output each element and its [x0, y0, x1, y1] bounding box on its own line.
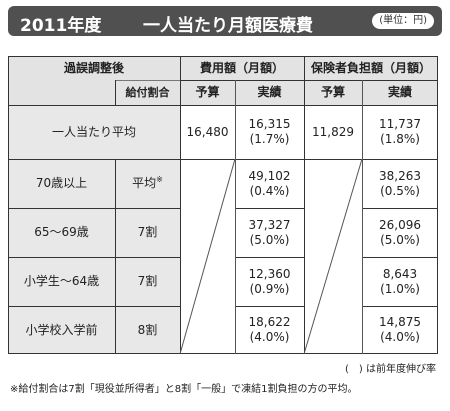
rule: [115, 80, 116, 105]
budget-diagonals: [179, 158, 363, 355]
rule: [8, 257, 180, 258]
rule: [8, 159, 438, 160]
rowlabel-shade: [8, 105, 180, 354]
rule: [304, 56, 305, 354]
row-ratio-preschool: 8割: [137, 322, 158, 337]
per-person-cost-change: (1.7%): [249, 132, 290, 146]
per-person-cost-actual-cell: 16,315 (1.7%): [235, 105, 304, 159]
per-person-cost-actual: 16,315: [248, 117, 291, 131]
rule: [180, 56, 181, 354]
rule: [362, 208, 438, 209]
per-person-ins-actual: 11,737: [379, 117, 421, 131]
ratio-footnote-mark: ※: [156, 175, 163, 184]
rule: [362, 80, 363, 354]
ins-change-value: (5.0%): [380, 232, 420, 247]
group-cost: 費用額（月額）: [199, 60, 284, 75]
title-year: 2011年度: [20, 16, 102, 36]
cost-actual-value: 49,102: [248, 168, 291, 183]
table-border: [8, 56, 438, 354]
row-cost-school-64: 12,360 (0.9%): [235, 257, 304, 306]
row-ins-70plus: 38,263 (0.5%): [362, 159, 438, 208]
row-ratio-70plus: 平均 ※: [115, 159, 180, 208]
rule: [180, 80, 438, 81]
title-main: 一人当たり月額医療費: [143, 16, 313, 36]
diagonal-cost-budget: [179, 158, 236, 355]
row-label-70plus: 70歳以上: [35, 176, 88, 190]
cost-actual-value: 18,622: [248, 315, 291, 329]
header-cost-actual: 実績: [257, 85, 282, 99]
cost-change-value: (0.9%): [249, 281, 290, 296]
cost-actual-value: 12,360: [248, 266, 291, 281]
header-ins-actual: 実績: [387, 85, 412, 99]
row-cost-preschool: 18,622 (4.0%): [235, 306, 304, 354]
rule: [8, 306, 180, 307]
cost-change-value: (4.0%): [249, 330, 290, 344]
per-person-ins-budget: 11,829: [312, 124, 354, 139]
rule: [235, 80, 236, 354]
row-ins-65-69: 26,096 (5.0%): [362, 208, 438, 257]
rule: [115, 159, 116, 354]
rule: [362, 257, 438, 258]
rule: [235, 257, 304, 258]
ins-actual-value: 14,875: [379, 315, 421, 329]
ins-change-value: (0.5%): [380, 183, 420, 198]
cost-table: 過誤調整後 給付割合 費用額（月額） 保険者負担額（月額） 予算 実績 予算 実…: [8, 56, 438, 355]
header-ins-budget: 予算: [320, 85, 345, 99]
row-ins-preschool: 14,875 (4.0%): [362, 306, 438, 354]
paren-note: ( ) は前年度伸び率: [345, 364, 436, 375]
per-person-ins-change: (1.8%): [380, 132, 420, 146]
cost-change-value: (0.4%): [249, 183, 290, 198]
row-ratio-school-64: 7割: [137, 274, 158, 288]
rule: [235, 306, 304, 307]
row-ratio-65-69: 7割: [137, 225, 158, 239]
diagonal-ins-budget: [303, 158, 363, 355]
row-label-school-64: 小学生〜64歳: [23, 274, 100, 288]
ratio-label: 給付割合: [125, 86, 170, 99]
per-person-label: 一人当たり平均: [51, 124, 136, 139]
row-ins-school-64: 8,643 (1.0%): [362, 257, 438, 306]
footnote: ※給付割合は7割「現役並所得者」と8割「一般」で凍結1割負担の方の平均。: [10, 384, 358, 395]
per-person-ins-actual-cell: 11,737 (1.8%): [362, 105, 438, 159]
title-bar: 2011年度 一人当たり月額医療費 (単位：円): [8, 6, 442, 36]
rule: [8, 105, 438, 106]
ins-change-value: (1.0%): [380, 281, 420, 296]
per-person-cost-budget: 16,480: [186, 124, 229, 139]
corner-label: 過誤調整後: [63, 60, 124, 75]
row-label-preschool: 小学校入学前: [25, 322, 98, 337]
unit-badge: (単位：円): [372, 13, 434, 29]
rule: [362, 306, 438, 307]
cost-change-value: (5.0%): [249, 232, 290, 247]
row-cost-65-69: 37,327 (5.0%): [235, 208, 304, 257]
row-label-65-69: 65〜69歳: [34, 225, 89, 239]
rule: [8, 208, 180, 209]
ratio-value: 平均: [132, 176, 157, 190]
header-cost-budget: 予算: [195, 85, 220, 99]
ins-actual-value: 26,096: [379, 217, 421, 232]
ins-actual-value: 8,643: [382, 266, 418, 281]
row-cost-70plus: 49,102 (0.4%): [235, 159, 304, 208]
cost-actual-value: 37,327: [248, 217, 291, 232]
ins-change-value: (4.0%): [380, 330, 420, 344]
ins-actual-value: 38,263: [379, 168, 421, 183]
group-insurer: 保険者負担額（月額）: [310, 60, 431, 75]
rule: [235, 208, 304, 209]
rule: [115, 80, 180, 81]
